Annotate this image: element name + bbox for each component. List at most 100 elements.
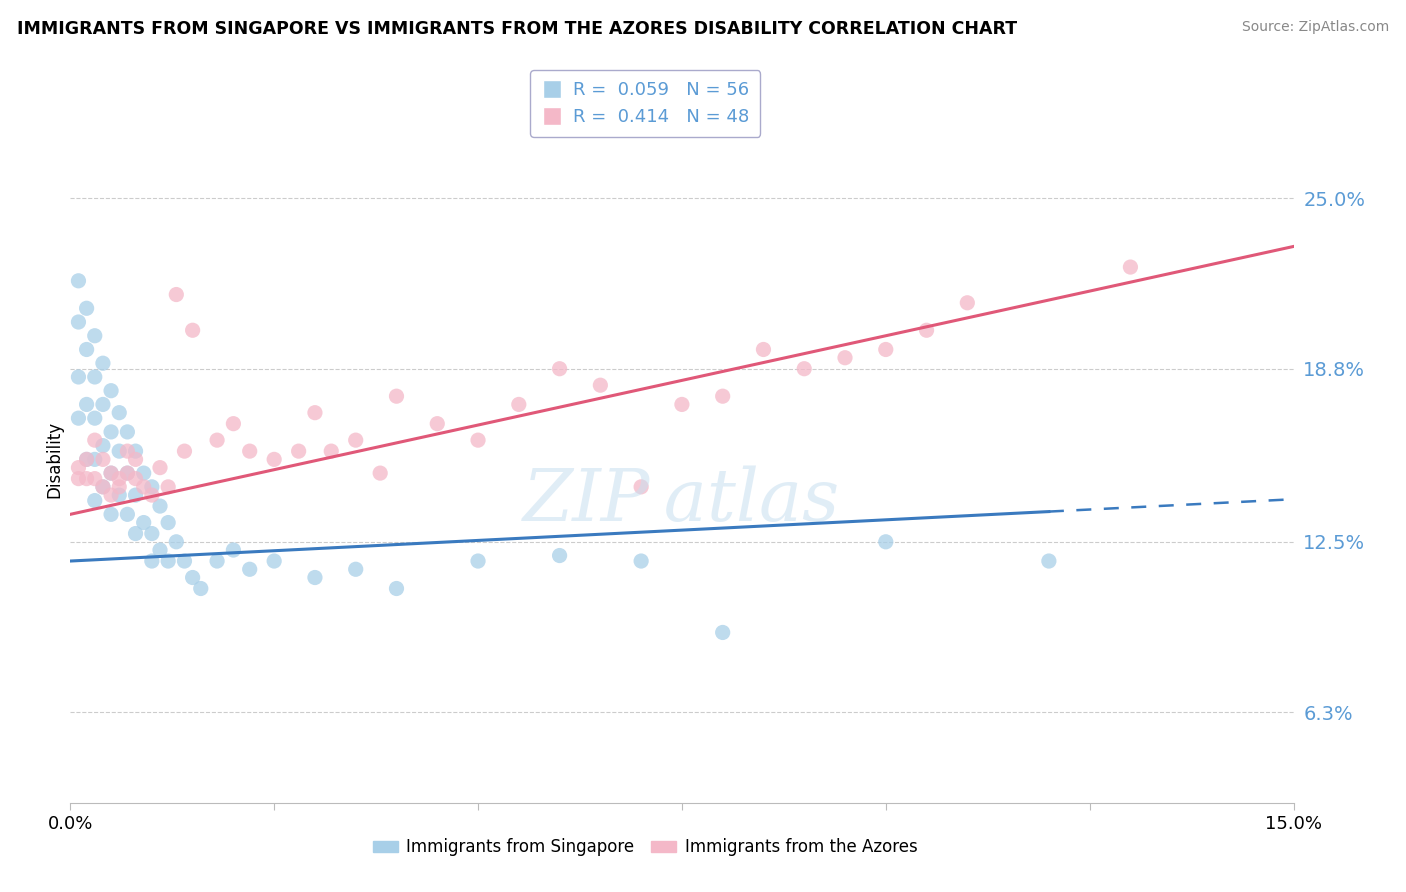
Point xyxy=(149,499,172,513)
Point xyxy=(83,493,105,508)
Point xyxy=(222,417,245,431)
Point xyxy=(100,466,122,480)
Legend: Immigrants from Singapore, Immigrants from the Azores: Immigrants from Singapore, Immigrants fr… xyxy=(367,832,924,863)
Point xyxy=(91,480,114,494)
Point xyxy=(91,439,114,453)
Point xyxy=(711,625,734,640)
Point xyxy=(83,328,105,343)
Point xyxy=(875,343,897,357)
Point xyxy=(76,472,98,486)
Y-axis label: Disability: Disability xyxy=(45,421,63,498)
Point xyxy=(124,526,146,541)
Point xyxy=(124,472,146,486)
Point xyxy=(157,480,180,494)
Point xyxy=(83,472,105,486)
Point xyxy=(117,425,139,439)
Point xyxy=(1038,554,1060,568)
Point xyxy=(132,466,155,480)
Point xyxy=(548,549,571,563)
Point xyxy=(76,397,98,411)
Point xyxy=(83,452,105,467)
Point xyxy=(91,356,114,370)
Point xyxy=(141,526,163,541)
Point xyxy=(117,466,139,480)
Point xyxy=(67,472,90,486)
Point xyxy=(875,534,897,549)
Point xyxy=(321,444,343,458)
Point xyxy=(108,444,131,458)
Point xyxy=(100,488,122,502)
Point xyxy=(100,508,122,522)
Point xyxy=(915,323,938,337)
Text: ZIP atlas: ZIP atlas xyxy=(523,466,841,536)
Point xyxy=(117,508,139,522)
Point xyxy=(385,389,408,403)
Point xyxy=(287,444,309,458)
Point xyxy=(91,452,114,467)
Point xyxy=(83,411,105,425)
Point xyxy=(76,301,98,316)
Text: Source: ZipAtlas.com: Source: ZipAtlas.com xyxy=(1241,20,1389,34)
Point xyxy=(91,480,114,494)
Text: IMMIGRANTS FROM SINGAPORE VS IMMIGRANTS FROM THE AZORES DISABILITY CORRELATION C: IMMIGRANTS FROM SINGAPORE VS IMMIGRANTS … xyxy=(17,20,1017,37)
Point xyxy=(239,562,262,576)
Point xyxy=(124,444,146,458)
Point xyxy=(108,488,131,502)
Point xyxy=(793,361,815,376)
Point xyxy=(467,433,489,447)
Point xyxy=(426,417,449,431)
Point xyxy=(67,411,90,425)
Point xyxy=(368,466,391,480)
Point xyxy=(344,433,367,447)
Point xyxy=(67,460,90,475)
Point xyxy=(83,370,105,384)
Point xyxy=(132,480,155,494)
Point xyxy=(711,389,734,403)
Point xyxy=(752,343,775,357)
Point xyxy=(124,488,146,502)
Point xyxy=(141,488,163,502)
Point xyxy=(671,397,693,411)
Point xyxy=(157,554,180,568)
Point xyxy=(589,378,612,392)
Point xyxy=(263,554,285,568)
Point xyxy=(165,287,187,301)
Point xyxy=(67,274,90,288)
Point xyxy=(76,452,98,467)
Point xyxy=(149,543,172,558)
Point xyxy=(117,466,139,480)
Point xyxy=(222,543,245,558)
Point xyxy=(76,452,98,467)
Point xyxy=(548,361,571,376)
Point xyxy=(117,444,139,458)
Point xyxy=(173,554,195,568)
Point xyxy=(100,384,122,398)
Point xyxy=(508,397,530,411)
Point xyxy=(467,554,489,568)
Point xyxy=(149,460,172,475)
Point xyxy=(239,444,262,458)
Point xyxy=(304,570,326,584)
Point xyxy=(76,343,98,357)
Point xyxy=(205,433,228,447)
Point xyxy=(124,452,146,467)
Point xyxy=(100,425,122,439)
Point xyxy=(141,554,163,568)
Point xyxy=(108,406,131,420)
Point xyxy=(263,452,285,467)
Point xyxy=(67,370,90,384)
Point xyxy=(83,433,105,447)
Point xyxy=(630,554,652,568)
Point xyxy=(108,480,131,494)
Point xyxy=(100,466,122,480)
Point xyxy=(1119,260,1142,274)
Point xyxy=(67,315,90,329)
Point xyxy=(630,480,652,494)
Point xyxy=(165,534,187,549)
Point xyxy=(132,516,155,530)
Point xyxy=(190,582,212,596)
Point xyxy=(181,323,204,337)
Point xyxy=(141,480,163,494)
Point xyxy=(91,397,114,411)
Point xyxy=(157,516,180,530)
